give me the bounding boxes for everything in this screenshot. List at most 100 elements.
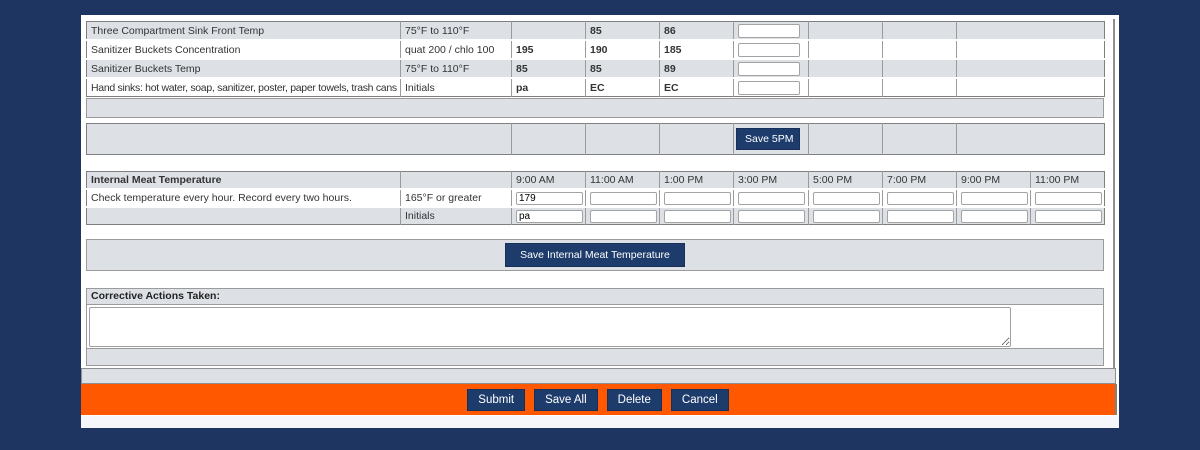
meat-initials-input[interactable] xyxy=(664,209,731,223)
save-all-button[interactable]: Save All xyxy=(534,388,598,411)
meat-temp-input[interactable] xyxy=(664,191,731,205)
meat-temp-input[interactable] xyxy=(813,191,880,205)
reading-cell: pa xyxy=(511,78,586,97)
entry-cell xyxy=(882,189,957,208)
section-title: Internal Meat Temperature xyxy=(86,171,401,190)
empty-cell xyxy=(511,123,586,155)
save-5pm-button[interactable]: Save 5PM xyxy=(736,127,800,151)
content-panel: Three Compartment Sink Front Temp 75°F t… xyxy=(81,15,1119,428)
entry-cell xyxy=(733,207,809,225)
empty-cell xyxy=(956,21,1105,41)
empty-cell xyxy=(957,78,1105,97)
entry-cell xyxy=(733,21,809,41)
submit-button[interactable]: Submit xyxy=(467,388,526,411)
empty-cell xyxy=(400,171,512,190)
reading-cell xyxy=(511,21,586,41)
scrollbar-track[interactable] xyxy=(1107,19,1115,368)
empty-cell xyxy=(882,123,957,155)
meat-temp-input[interactable] xyxy=(590,191,657,205)
meat-initials-input[interactable] xyxy=(516,209,583,223)
standard-cell: 165°F or greater xyxy=(400,189,512,208)
save-internal-meat-row: Save Internal Meat Temperature xyxy=(86,239,1104,271)
standard-cell: 75°F to 110°F xyxy=(400,21,512,41)
empty-cell xyxy=(808,40,883,60)
reading-cell: EC xyxy=(585,78,660,97)
entry-cell xyxy=(585,207,660,225)
table-row: Three Compartment Sink Front Temp 75°F t… xyxy=(86,21,1105,41)
cancel-button[interactable]: Cancel xyxy=(670,388,729,411)
entry-cell xyxy=(511,189,586,208)
corrective-actions-row xyxy=(86,305,1104,349)
empty-cell xyxy=(808,78,883,97)
reading-cell: 89 xyxy=(659,59,734,79)
meat-temp-input[interactable] xyxy=(887,191,954,205)
empty-cell xyxy=(86,123,512,155)
time-header: 7:00 PM xyxy=(882,171,957,190)
standard-cell: quat 200 / chlo 100 xyxy=(400,40,512,60)
time-header: 11:00 AM xyxy=(585,171,660,190)
empty-cell xyxy=(585,123,660,155)
meat-initials-input[interactable] xyxy=(738,209,805,223)
entry-cell xyxy=(882,207,957,225)
meat-initials-input[interactable] xyxy=(961,209,1028,223)
corrective-actions-textarea[interactable] xyxy=(89,307,1011,347)
empty-cell xyxy=(659,123,734,155)
reading-input[interactable] xyxy=(738,23,800,38)
time-header: 5:00 PM xyxy=(808,171,883,190)
empty-cell xyxy=(808,21,883,41)
time-header: 11:00 PM xyxy=(1030,171,1105,190)
standard-cell: Initials xyxy=(400,207,512,225)
entry-cell xyxy=(956,189,1031,208)
row-label: Sanitizer Buckets Concentration xyxy=(86,40,401,60)
entry-cell xyxy=(733,189,809,208)
save-internal-meat-button[interactable]: Save Internal Meat Temperature xyxy=(505,242,685,268)
button-cell: Save 5PM xyxy=(733,123,809,155)
entry-cell xyxy=(1030,189,1105,208)
meat-initials-row: Initials xyxy=(86,207,1105,225)
meat-temp-input[interactable] xyxy=(1035,191,1102,205)
time-header: 9:00 AM xyxy=(511,171,586,190)
reading-cell: EC xyxy=(659,78,734,97)
table-row: Hand sinks: hot water, soap, sanitizer, … xyxy=(86,78,1105,97)
empty-cell xyxy=(956,59,1105,79)
footer-action-bar: Submit Save All Delete Cancel xyxy=(81,384,1117,415)
meat-temp-input[interactable] xyxy=(516,191,583,205)
standard-cell: 75°F to 110°F xyxy=(400,59,512,79)
reading-input[interactable] xyxy=(738,80,800,95)
entry-cell xyxy=(808,207,883,225)
sanitation-table: Three Compartment Sink Front Temp 75°F t… xyxy=(86,21,1105,97)
reading-input[interactable] xyxy=(738,42,800,57)
reading-cell: 195 xyxy=(511,40,586,60)
empty-cell xyxy=(882,59,957,79)
row-label: Three Compartment Sink Front Temp xyxy=(86,21,401,41)
meat-initials-input[interactable] xyxy=(1035,209,1102,223)
reading-input[interactable] xyxy=(738,61,800,76)
row-label: Check temperature every hour. Record eve… xyxy=(86,189,401,208)
row-label: Hand sinks: hot water, soap, sanitizer, … xyxy=(86,78,401,97)
meat-temperature-table: Internal Meat Temperature 9:00 AM 11:00 … xyxy=(86,171,1105,225)
meat-temp-input[interactable] xyxy=(961,191,1028,205)
entry-cell xyxy=(808,189,883,208)
empty-cell xyxy=(957,124,1105,155)
time-header: 1:00 PM xyxy=(659,171,734,190)
entry-cell xyxy=(733,59,809,79)
entry-cell xyxy=(511,207,586,225)
reading-cell: 85 xyxy=(511,59,586,79)
empty-cell xyxy=(882,78,957,97)
corrective-actions-label: Corrective Actions Taken: xyxy=(86,288,1104,305)
delete-button[interactable]: Delete xyxy=(606,388,662,411)
empty-cell xyxy=(956,40,1105,60)
time-header: 3:00 PM xyxy=(733,171,809,190)
meat-temp-input[interactable] xyxy=(738,191,805,205)
entry-cell xyxy=(585,189,660,208)
empty-cell xyxy=(882,21,957,41)
meat-initials-input[interactable] xyxy=(813,209,880,223)
table-row: Sanitizer Buckets Concentration quat 200… xyxy=(86,40,1105,60)
row-label: Sanitizer Buckets Temp xyxy=(86,59,401,79)
meat-initials-input[interactable] xyxy=(590,209,657,223)
meat-initials-input[interactable] xyxy=(887,209,954,223)
entry-cell xyxy=(733,40,809,60)
empty-row xyxy=(86,98,1104,118)
entry-cell xyxy=(733,78,809,97)
